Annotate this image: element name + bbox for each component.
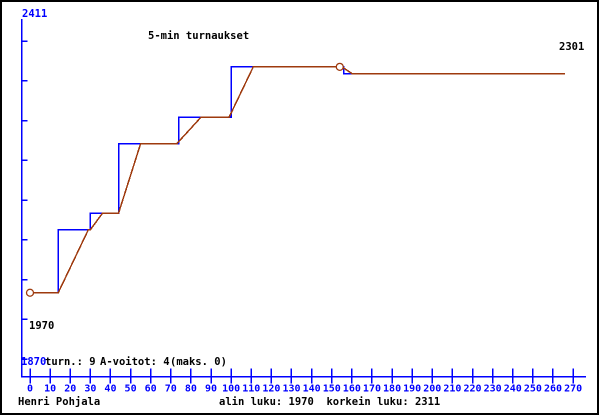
y-axis-max-label: 2411 — [22, 8, 48, 20]
start-rating-label: 1970 — [29, 320, 55, 332]
x-tick-label: 30 — [84, 384, 96, 395]
x-tick-label: 230 — [484, 384, 502, 395]
x-tick-label: 10 — [44, 384, 56, 395]
x-tick-label: 120 — [262, 384, 280, 395]
stat-a-wins-label: A-voitot: 4 — [100, 356, 170, 368]
player-name: Henri Pohjala — [18, 396, 101, 408]
marker-circle — [25, 288, 35, 297]
x-tick-label: 160 — [343, 384, 361, 395]
x-tick-label: 110 — [242, 384, 260, 395]
series-game-by-game-progress-line — [30, 66, 566, 294]
stat-tournaments-label: turn.: 9 — [45, 356, 96, 368]
x-tick-label: 150 — [323, 384, 341, 395]
marker-circle — [335, 62, 344, 71]
x-tick-label: 260 — [544, 384, 562, 395]
x-tick-label: 220 — [463, 384, 481, 395]
x-tick-label: 130 — [282, 384, 300, 395]
x-tick-label: 170 — [363, 384, 381, 395]
x-tick-label: 40 — [104, 384, 116, 395]
x-tick-label: 90 — [205, 384, 217, 395]
x-tick-label: 250 — [524, 384, 542, 395]
chart-title: 5-min turnaukset — [148, 30, 250, 42]
series-official-rating-steps-line — [30, 66, 358, 294]
x-tick-label: 60 — [145, 384, 157, 395]
y-axis-min-label: 1870 — [21, 356, 47, 368]
final-rating-label: 2301 — [559, 41, 585, 53]
x-tick-label: 80 — [185, 384, 197, 395]
x-tick-label: 100 — [222, 384, 240, 395]
summary-label: alin luku: 1970 korkein luku: 2311 — [219, 396, 441, 408]
x-tick-label: 20 — [64, 384, 76, 395]
x-tick-label: 240 — [504, 384, 522, 395]
x-tick-label: 140 — [303, 384, 321, 395]
x-tick-label: 200 — [423, 384, 441, 395]
x-tick-label: 50 — [125, 384, 137, 395]
x-tick-label: 210 — [443, 384, 461, 395]
x-tick-label: 190 — [403, 384, 421, 395]
x-tick-label: 180 — [383, 384, 401, 395]
x-tick-label: 0 — [27, 384, 33, 395]
x-tick-label: 270 — [564, 384, 582, 395]
stat-maks-label: (maks. 0) — [170, 356, 227, 368]
x-tick-label: 70 — [165, 384, 177, 395]
